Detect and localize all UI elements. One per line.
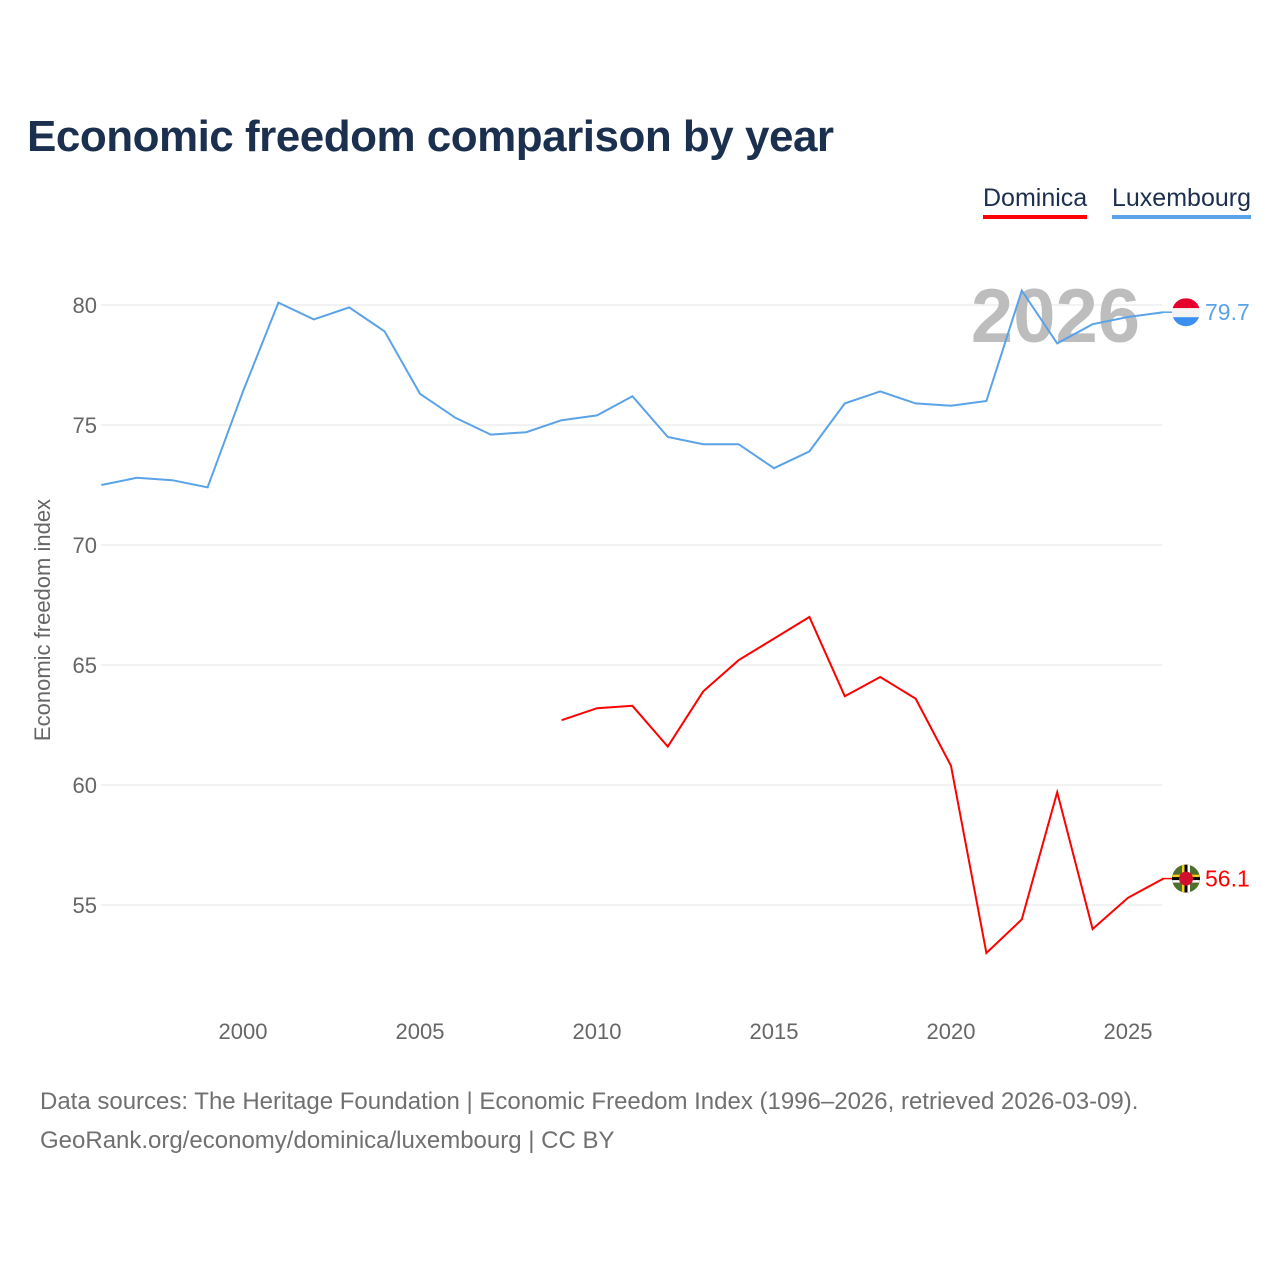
x-tick-label: 2015 [750,1019,799,1044]
footer-sources: Data sources: The Heritage Foundation | … [40,1088,1139,1115]
y-tick-label: 80 [73,293,97,318]
chart-title: Economic freedom comparison by year [27,112,834,161]
x-tick-label: 2000 [219,1019,268,1044]
y-axis-label: Economic freedom index [30,499,55,741]
line-chart: 55 60 65 70 75 80 2000 2005 2010 2015 2020 2025 Econ… [30,274,1250,1044]
end-value-label-luxembourg: 79.7 [1205,299,1250,325]
legend-item-luxembourg[interactable]: Luxembourg [1112,184,1251,219]
x-tick-label: 2010 [573,1019,622,1044]
end-value-label-dominica: 56.1 [1205,866,1250,892]
year-watermark: 2026 [971,274,1140,359]
footer-link[interactable]: GeoRank.org/economy/dominica/luxembourg … [40,1127,615,1154]
luxembourg-flag-icon [1172,298,1200,327]
series-line-luxembourg [101,288,1164,489]
y-tick-label: 70 [73,533,97,558]
y-tick-label: 60 [73,773,97,798]
dominica-flag-icon [1172,864,1200,893]
y-tick-label: 55 [73,893,97,918]
y-tick-label: 75 [73,413,97,438]
legend-item-dominica[interactable]: Dominica [983,184,1088,219]
x-tick-label: 2020 [927,1019,976,1044]
x-tick-label: 2025 [1104,1019,1153,1044]
series-line-dominica [561,615,1164,955]
x-tick-label: 2005 [396,1019,445,1044]
y-tick-label: 65 [73,653,97,678]
